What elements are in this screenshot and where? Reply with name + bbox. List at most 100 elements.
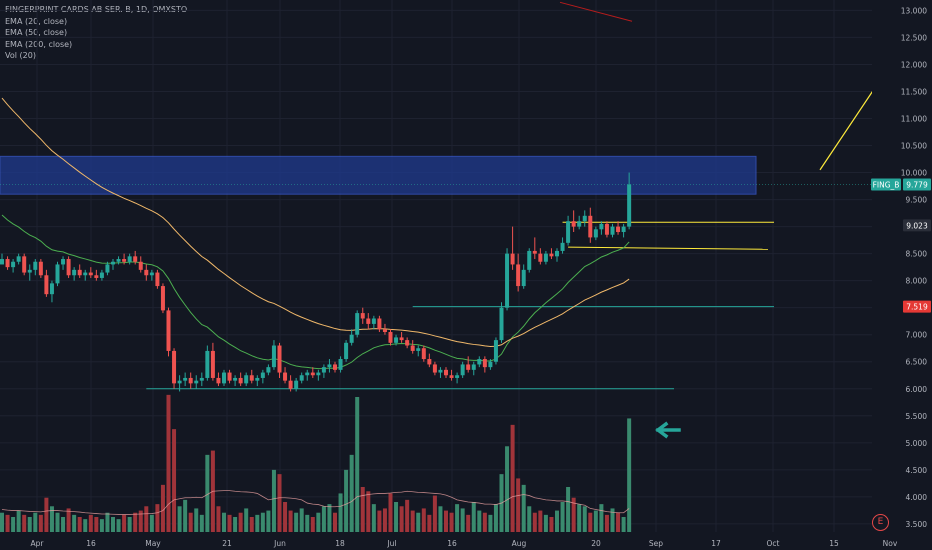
volume-bar xyxy=(505,446,510,532)
volume-bar xyxy=(38,514,43,532)
red-price-tag xyxy=(903,300,931,313)
candle-body xyxy=(27,269,32,273)
volume-bar xyxy=(111,517,115,532)
candle-body xyxy=(61,259,66,265)
volume-bar xyxy=(355,397,360,532)
candle-body xyxy=(210,350,215,378)
candle-body xyxy=(277,345,282,373)
candle-body xyxy=(582,215,587,222)
volume-bar xyxy=(477,510,482,532)
volume-bar xyxy=(227,514,232,532)
resistance-zone-rect xyxy=(0,155,757,195)
candle-body xyxy=(116,259,121,262)
time-tick-label: Oct xyxy=(767,539,780,548)
price-axis[interactable]: 3.500 4.000 4.500 5.000 5.500 6.000 6.500 7.000… xyxy=(872,0,932,550)
candle-body xyxy=(11,261,16,268)
legend-study-vol[interactable]: Vol (20) xyxy=(5,51,36,60)
volume-bar xyxy=(627,418,632,532)
volume-bar xyxy=(72,514,77,532)
volume-bar xyxy=(155,504,160,532)
price-tick-label: 6.000 xyxy=(906,385,928,394)
candle-body xyxy=(566,221,571,243)
time-tick-label: May xyxy=(145,539,161,548)
volume-bar xyxy=(205,454,210,532)
candle-body xyxy=(333,364,337,370)
price-tick-label: 13.000 xyxy=(901,6,927,15)
candle-body xyxy=(244,375,249,384)
legend-title[interactable]: FINGERPRINT CARDS AB SER. B, 1D, OMXSTO xyxy=(5,5,188,14)
volume-bar xyxy=(166,394,171,532)
volume-bar xyxy=(49,506,54,532)
volume-bar xyxy=(610,508,615,532)
candle-body xyxy=(144,269,149,276)
volume-bar xyxy=(582,506,587,532)
time-tick-label: 15 xyxy=(829,539,839,548)
candle-body xyxy=(33,261,38,270)
candle-body xyxy=(72,269,77,276)
candle-body xyxy=(394,337,399,343)
symbol-tag-text: FING_B xyxy=(873,181,900,190)
volume-bar xyxy=(599,504,604,532)
volume-bar xyxy=(316,512,321,532)
volume-bar xyxy=(22,514,27,532)
candle-body xyxy=(488,361,493,368)
candle-body xyxy=(155,272,160,287)
volume-bar xyxy=(405,499,410,532)
candle-body xyxy=(527,250,532,270)
time-tick-label: 20 xyxy=(591,539,601,548)
price-tick-label: 11.000 xyxy=(901,115,927,124)
volume-bar xyxy=(333,512,337,532)
candle-body xyxy=(382,329,387,333)
volume-bar xyxy=(593,510,598,532)
legend-study-ema200[interactable]: EMA (200, close) xyxy=(5,39,73,49)
volume-bar xyxy=(588,512,593,532)
time-axis[interactable]: Apr 16 May 21 Jun 18 Jul 16 Aug 20 Sep 17 Oct 15 Nov xyxy=(0,534,932,550)
legend-study-ema50[interactable]: EMA (50, close) xyxy=(5,28,68,37)
volume-bar xyxy=(555,510,559,532)
candle-body xyxy=(199,377,204,381)
price-axis-bg xyxy=(872,0,932,550)
volume-bar xyxy=(249,517,254,532)
candle-body xyxy=(260,372,265,378)
candle-body xyxy=(471,364,476,370)
candle-body xyxy=(22,256,27,273)
resistance-zone xyxy=(0,155,757,195)
time-tick-label: Aug xyxy=(512,539,527,548)
level-price-tag-text: 9.023 xyxy=(906,221,928,230)
volume-bar xyxy=(260,512,265,532)
candle-body xyxy=(571,221,576,227)
volume-bar xyxy=(116,519,121,532)
e-logo-icon[interactable]: E xyxy=(872,514,889,531)
price-tick-label: 6.500 xyxy=(906,358,928,367)
candle-body xyxy=(305,372,310,376)
volume-bar xyxy=(183,499,188,532)
candle-body xyxy=(316,372,321,376)
volume-bar xyxy=(194,508,199,532)
price-tick-label: 8.000 xyxy=(906,277,928,286)
volume-bar xyxy=(382,508,387,532)
volume-bar xyxy=(543,514,548,532)
candle-body xyxy=(66,259,71,276)
volume-bar xyxy=(33,512,38,532)
candle-body xyxy=(405,340,410,346)
candle-body xyxy=(510,253,515,265)
time-tick-label: Apr xyxy=(31,539,45,548)
legend-study-ema20[interactable]: EMA (20, close) xyxy=(5,16,68,26)
candle-body xyxy=(344,342,349,360)
candle-body xyxy=(449,375,454,378)
volume-bar xyxy=(466,514,471,532)
time-axis-bg xyxy=(0,534,932,550)
volume-bar xyxy=(438,506,443,532)
arrow-shape xyxy=(655,421,681,439)
volume-bar xyxy=(549,517,554,532)
volume-bar xyxy=(44,497,49,532)
volume-bar xyxy=(88,514,93,532)
candle-body xyxy=(455,375,460,378)
candle-body xyxy=(149,272,154,276)
volume-bar xyxy=(460,508,465,532)
price-tick-label: 4.000 xyxy=(906,493,928,502)
price-tick-label: 12.000 xyxy=(901,60,927,69)
candle-body xyxy=(593,229,598,238)
time-tick-label: 16 xyxy=(86,539,96,548)
